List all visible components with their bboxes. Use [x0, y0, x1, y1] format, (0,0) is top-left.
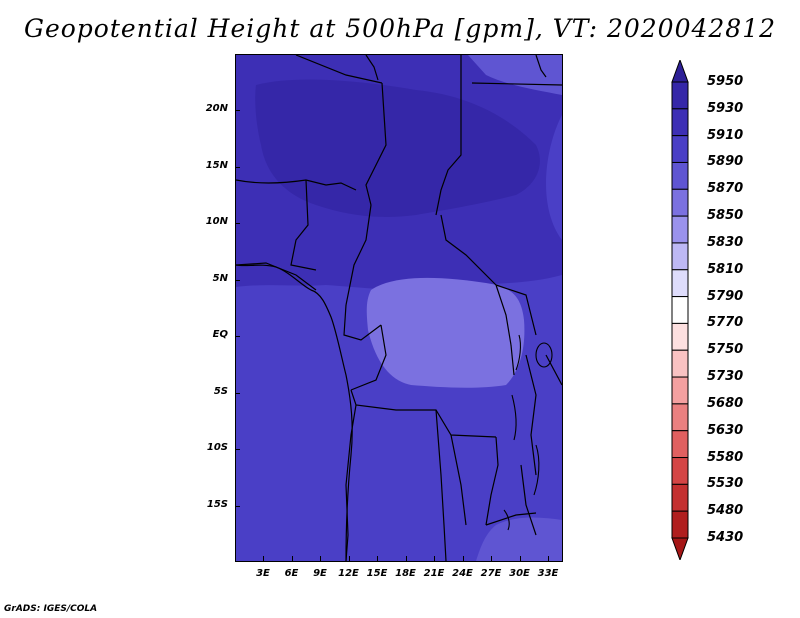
- colorbar-swatch: [671, 161, 689, 190]
- x-tick: [519, 556, 521, 561]
- colorbar-swatch: [671, 188, 689, 217]
- y-tick: [235, 336, 240, 337]
- y-tick: [235, 110, 240, 111]
- colorbar-swatch: [671, 457, 689, 485]
- colorbar-swatch: [671, 269, 689, 298]
- colorbar-swatch: [671, 296, 689, 324]
- y-tick: [235, 449, 240, 450]
- colorbar-swatch: [671, 483, 689, 512]
- colorbar-level-label: 5910: [707, 127, 744, 143]
- map-canvas: [236, 55, 562, 561]
- colorbar-level-label: 5630: [707, 422, 744, 438]
- x-tick-label: 6E: [284, 568, 299, 579]
- colorbar-swatch: [671, 510, 689, 539]
- colorbar-level-label: 5810: [707, 261, 744, 277]
- coastline: [236, 55, 547, 561]
- colorbar-swatch: [671, 430, 689, 459]
- y-tick-label: 5N: [212, 272, 228, 284]
- y-tick: [235, 166, 240, 168]
- x-tick-label: 18E: [395, 568, 416, 579]
- x-tick-label: 24E: [452, 568, 473, 579]
- colorbar-level-label: 5750: [707, 342, 744, 358]
- x-tick: [291, 556, 293, 561]
- x-tick: [348, 556, 350, 561]
- x-tick-label: 3E: [256, 568, 270, 579]
- x-tick: [405, 556, 407, 561]
- colorbar-swatch: [671, 135, 689, 163]
- colorbar-swatch: [671, 349, 689, 378]
- x-tick: [263, 556, 264, 561]
- colorbar-level-label: 5850: [707, 208, 744, 224]
- colorbar-level-label: 5580: [707, 449, 744, 465]
- colorbar-level-label: 5770: [707, 315, 744, 331]
- x-tick-label: 33E: [537, 568, 559, 579]
- colorbar-bottom-arrow: [671, 537, 689, 560]
- colorbar-swatch: [671, 403, 689, 432]
- x-tick: [320, 556, 321, 561]
- y-tick: [235, 392, 240, 394]
- map-panel: [235, 54, 563, 562]
- y-tick-label: 15N: [205, 159, 228, 171]
- colorbar-level-label: 5530: [707, 476, 744, 492]
- country-boundaries: [236, 55, 562, 561]
- y-tick: [235, 505, 240, 507]
- x-tick-label: 12E: [338, 568, 359, 579]
- y-tick: [235, 279, 240, 281]
- y-tick-label: 5S: [213, 385, 228, 397]
- colorbar-level-label: 5890: [707, 154, 744, 170]
- y-tick-label: EQ: [212, 329, 228, 340]
- colorbar-level-label: 5680: [707, 395, 744, 411]
- x-tick: [462, 556, 464, 561]
- x-tick: [377, 556, 378, 561]
- x-tick-label: 15E: [366, 568, 388, 579]
- field-5930-core: [255, 79, 540, 217]
- colorbar-swatch: [671, 108, 689, 137]
- colorbar-swatch: [671, 376, 689, 405]
- x-tick: [434, 556, 435, 561]
- colorbar-level-label: 5950: [707, 74, 744, 89]
- x-tick: [548, 556, 549, 561]
- y-tick-label: 10N: [205, 216, 228, 227]
- y-tick-label: 10S: [206, 442, 228, 453]
- chart-title: Geopotential Height at 500hPa [gpm], VT:…: [23, 14, 777, 43]
- colorbar-swatch: [671, 322, 689, 351]
- field-5870-south-edge: [476, 517, 562, 561]
- colorbar-swatch: [671, 242, 689, 271]
- footer-credit: GrADS: IGES/COLA: [4, 604, 98, 614]
- colorbar-level-label: 5930: [707, 100, 744, 116]
- x-tick-label: 9E: [313, 568, 327, 579]
- colorbar-level-label: 5430: [707, 530, 744, 545]
- colorbar-top-arrow: [671, 60, 689, 83]
- x-tick-label: 27E: [480, 568, 502, 579]
- x-tick-label: 30E: [509, 568, 530, 579]
- lakes: [503, 334, 553, 531]
- colorbar-level-label: 5790: [707, 288, 744, 304]
- y-tick-label: 15S: [206, 498, 228, 510]
- y-tick-label: 20N: [205, 103, 228, 114]
- x-tick: [491, 556, 492, 561]
- colorbar-level-label: 5870: [707, 181, 744, 197]
- colorbar-level-label: 5730: [707, 369, 744, 385]
- colorbar-swatch: [671, 81, 689, 110]
- colorbar-level-label: 5830: [707, 234, 744, 250]
- colorbar-level-label: 5480: [707, 503, 744, 519]
- x-tick-label: 21E: [423, 568, 445, 579]
- colorbar-swatch: [671, 215, 689, 244]
- y-tick: [235, 223, 240, 224]
- field-5850-central-anomaly: [366, 277, 525, 388]
- colorbar: [671, 60, 689, 560]
